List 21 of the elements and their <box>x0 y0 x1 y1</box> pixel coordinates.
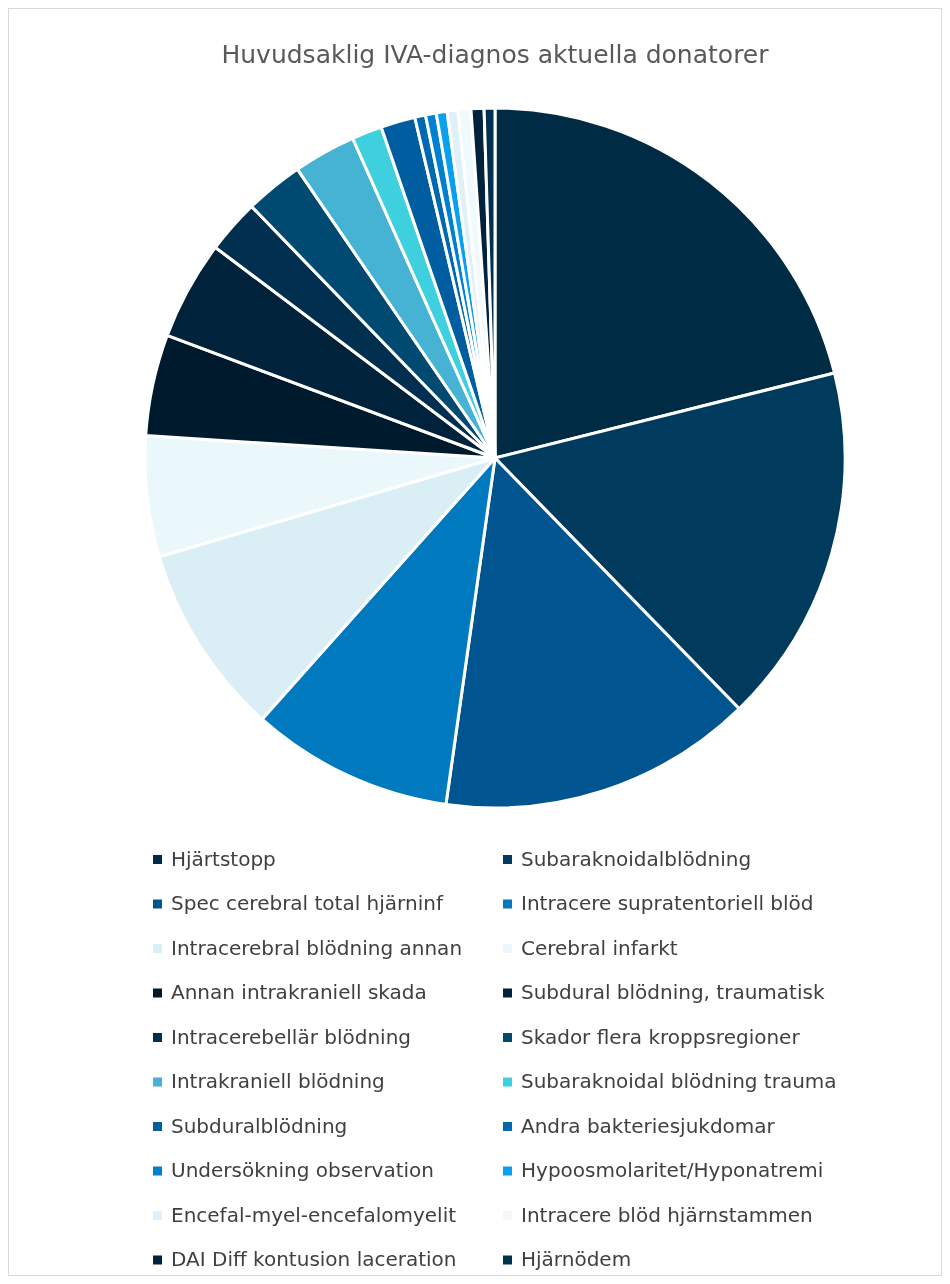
chart-title: Huvudsaklig IVA-diagnos aktuella donatorer <box>221 40 770 69</box>
legend-label: Annan intrakraniell skada <box>171 980 427 1004</box>
legend-label: Intrakraniell blödning <box>171 1069 385 1093</box>
legend-label: Intracere supratentoriell blöd <box>521 891 814 915</box>
legend-label: Andra bakteriesjukdomar <box>521 1113 776 1138</box>
legend-label: Encefal-myel-encefalomyelit <box>171 1202 457 1227</box>
legend-label: Subdural blödning, traumatisk <box>521 980 825 1004</box>
legend-label: Hypoosmolaritet/Hyponatremi <box>521 1158 824 1182</box>
legend-label: Hjärtstopp <box>171 846 276 871</box>
legend-label: Subaraknoidalblödning <box>521 846 752 871</box>
legend-label: DAI Diff kontusion laceration <box>171 1247 457 1271</box>
legend-label: Hjärnödem <box>521 1247 632 1271</box>
legend-label: Intracerebellär blödning <box>171 1024 412 1049</box>
legend-label: Skador flera kroppsregioner <box>521 1024 801 1049</box>
legend-label: Cerebral infarkt <box>521 935 678 960</box>
legend-label: Spec cerebral total hjärninf <box>171 891 444 915</box>
legend-label: Undersökning observation <box>171 1158 435 1182</box>
legend-label: Intracere blöd hjärnstammen <box>521 1202 813 1227</box>
legend-label: Intracerebral blödning annan <box>171 935 463 960</box>
legend-label: Subduralblödning <box>171 1113 348 1138</box>
legend-label: Subaraknoidal blödning trauma <box>521 1069 837 1093</box>
